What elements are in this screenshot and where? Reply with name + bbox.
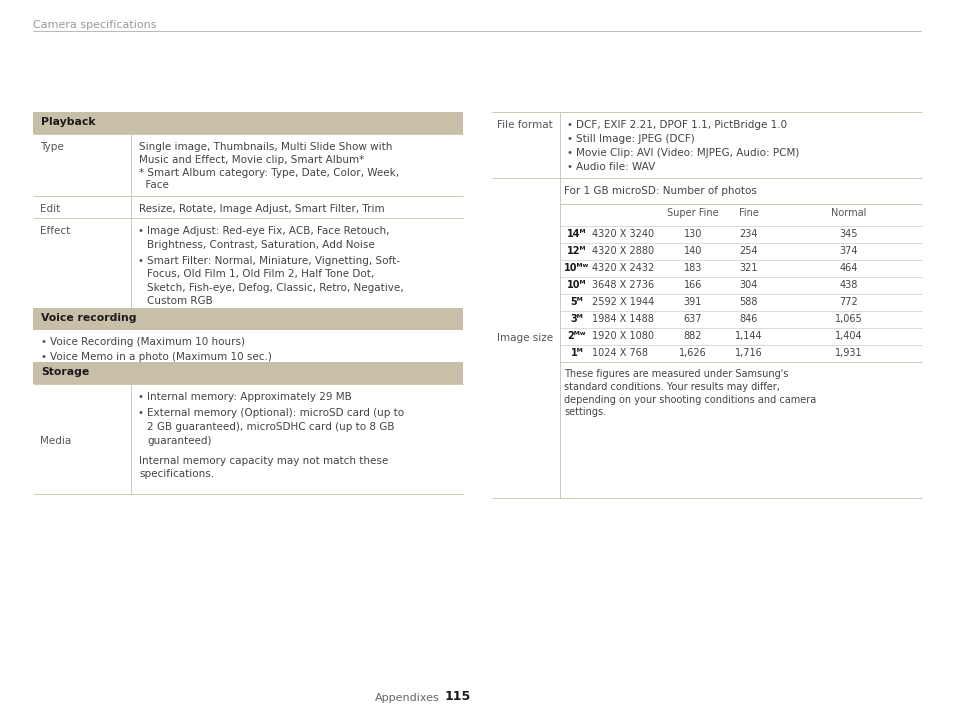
Text: guaranteed): guaranteed) bbox=[147, 436, 212, 446]
Text: 374: 374 bbox=[839, 246, 857, 256]
Text: 464: 464 bbox=[839, 263, 857, 273]
Text: 5ᴹ: 5ᴹ bbox=[570, 297, 583, 307]
Text: •: • bbox=[41, 351, 47, 361]
Text: 846: 846 bbox=[739, 314, 757, 324]
Text: Playback: Playback bbox=[41, 117, 95, 127]
Text: 1920 X 1080: 1920 X 1080 bbox=[592, 331, 654, 341]
Text: 438: 438 bbox=[839, 280, 857, 290]
Text: Storage: Storage bbox=[41, 367, 90, 377]
Text: 2592 X 1944: 2592 X 1944 bbox=[592, 297, 654, 307]
Text: 1,144: 1,144 bbox=[734, 331, 761, 341]
Text: DCF, EXIF 2.21, DPOF 1.1, PictBridge 1.0: DCF, EXIF 2.21, DPOF 1.1, PictBridge 1.0 bbox=[576, 120, 786, 130]
Text: File format: File format bbox=[497, 120, 552, 130]
Text: 1,716: 1,716 bbox=[734, 348, 761, 358]
Text: Focus, Old Film 1, Old Film 2, Half Tone Dot,: Focus, Old Film 1, Old Film 2, Half Tone… bbox=[147, 269, 374, 279]
Text: 2ᴹʷ: 2ᴹʷ bbox=[567, 331, 586, 341]
Text: 1,404: 1,404 bbox=[834, 331, 862, 341]
Text: 321: 321 bbox=[739, 263, 757, 273]
Text: 166: 166 bbox=[683, 280, 701, 290]
Text: Effect: Effect bbox=[40, 226, 71, 236]
Text: Super Fine: Super Fine bbox=[666, 208, 718, 218]
Text: 1ᴹ: 1ᴹ bbox=[570, 348, 583, 358]
Text: External memory (Optional): microSD card (up to: External memory (Optional): microSD card… bbox=[147, 408, 404, 418]
Text: 588: 588 bbox=[739, 297, 757, 307]
Text: Internal memory capacity may not match these
specifications.: Internal memory capacity may not match t… bbox=[139, 456, 388, 479]
Text: Sketch, Fish-eye, Defog, Classic, Retro, Negative,: Sketch, Fish-eye, Defog, Classic, Retro,… bbox=[147, 283, 403, 293]
Text: 14ᴹ: 14ᴹ bbox=[567, 229, 586, 239]
Text: 10ᴹʷ: 10ᴹʷ bbox=[564, 263, 589, 273]
Text: Voice recording: Voice recording bbox=[41, 313, 136, 323]
Text: Single image, Thumbnails, Multi Slide Show with
Music and Effect, Movie clip, Sm: Single image, Thumbnails, Multi Slide Sh… bbox=[139, 142, 398, 190]
Text: 12ᴹ: 12ᴹ bbox=[567, 246, 586, 256]
Text: •: • bbox=[138, 408, 144, 418]
Text: 10ᴹ: 10ᴹ bbox=[567, 280, 586, 290]
Text: Resize, Rotate, Image Adjust, Smart Filter, Trim: Resize, Rotate, Image Adjust, Smart Filt… bbox=[139, 204, 384, 214]
Text: Internal memory: Approximately 29 MB: Internal memory: Approximately 29 MB bbox=[147, 392, 352, 402]
Bar bbox=[33, 112, 462, 134]
Text: •: • bbox=[41, 337, 47, 347]
Text: 234: 234 bbox=[739, 229, 757, 239]
Text: 130: 130 bbox=[683, 229, 701, 239]
Text: •: • bbox=[566, 134, 573, 144]
Text: 4320 X 2880: 4320 X 2880 bbox=[592, 246, 654, 256]
Text: Brightness, Contrast, Saturation, Add Noise: Brightness, Contrast, Saturation, Add No… bbox=[147, 240, 375, 250]
Bar bbox=[33, 308, 462, 330]
Text: 2 GB guaranteed), microSDHC card (up to 8 GB: 2 GB guaranteed), microSDHC card (up to … bbox=[147, 422, 395, 432]
Text: 637: 637 bbox=[683, 314, 701, 324]
Text: Edit: Edit bbox=[40, 204, 60, 214]
Text: 140: 140 bbox=[683, 246, 701, 256]
Text: Movie Clip: AVI (Video: MJPEG, Audio: PCM): Movie Clip: AVI (Video: MJPEG, Audio: PC… bbox=[576, 148, 799, 158]
Bar bbox=[33, 362, 462, 384]
Text: 304: 304 bbox=[739, 280, 757, 290]
Text: For 1 GB microSD: Number of photos: For 1 GB microSD: Number of photos bbox=[563, 186, 756, 196]
Text: 1984 X 1488: 1984 X 1488 bbox=[592, 314, 653, 324]
Text: 254: 254 bbox=[739, 246, 757, 256]
Text: •: • bbox=[566, 148, 573, 158]
Text: 345: 345 bbox=[839, 229, 857, 239]
Text: Camera specifications: Camera specifications bbox=[33, 20, 156, 30]
Text: Voice Recording (Maximum 10 hours): Voice Recording (Maximum 10 hours) bbox=[50, 337, 245, 347]
Text: 183: 183 bbox=[683, 263, 701, 273]
Text: Smart Filter: Normal, Miniature, Vignetting, Soft-: Smart Filter: Normal, Miniature, Vignett… bbox=[147, 256, 399, 266]
Text: 882: 882 bbox=[683, 331, 701, 341]
Text: •: • bbox=[138, 226, 144, 236]
Text: 1,626: 1,626 bbox=[679, 348, 706, 358]
Text: Still Image: JPEG (DCF): Still Image: JPEG (DCF) bbox=[576, 134, 694, 144]
Text: Voice Memo in a photo (Maximum 10 sec.): Voice Memo in a photo (Maximum 10 sec.) bbox=[50, 351, 272, 361]
Text: Audio file: WAV: Audio file: WAV bbox=[576, 162, 655, 172]
Text: Image size: Image size bbox=[497, 333, 553, 343]
Text: •: • bbox=[138, 256, 144, 266]
Text: 3ᴹ: 3ᴹ bbox=[570, 314, 583, 324]
Text: Media: Media bbox=[40, 436, 71, 446]
Text: Normal: Normal bbox=[830, 208, 865, 218]
Text: 391: 391 bbox=[683, 297, 701, 307]
Text: 1,931: 1,931 bbox=[834, 348, 862, 358]
Text: These figures are measured under Samsung's
standard conditions. Your results may: These figures are measured under Samsung… bbox=[563, 369, 816, 418]
Text: Type: Type bbox=[40, 142, 64, 152]
Text: Custom RGB: Custom RGB bbox=[147, 297, 213, 307]
Text: Image Adjust: Red-eye Fix, ACB, Face Retouch,: Image Adjust: Red-eye Fix, ACB, Face Ret… bbox=[147, 226, 389, 236]
Text: 772: 772 bbox=[839, 297, 857, 307]
Text: •: • bbox=[566, 162, 573, 172]
Text: 1024 X 768: 1024 X 768 bbox=[592, 348, 647, 358]
Text: 3648 X 2736: 3648 X 2736 bbox=[592, 280, 654, 290]
Text: •: • bbox=[566, 120, 573, 130]
Text: Appendixes: Appendixes bbox=[375, 693, 439, 703]
Text: 4320 X 2432: 4320 X 2432 bbox=[592, 263, 654, 273]
Text: Fine: Fine bbox=[738, 208, 758, 218]
Text: •: • bbox=[138, 392, 144, 402]
Text: 1,065: 1,065 bbox=[834, 314, 862, 324]
Text: 4320 X 3240: 4320 X 3240 bbox=[592, 229, 654, 239]
Text: 115: 115 bbox=[444, 690, 471, 703]
